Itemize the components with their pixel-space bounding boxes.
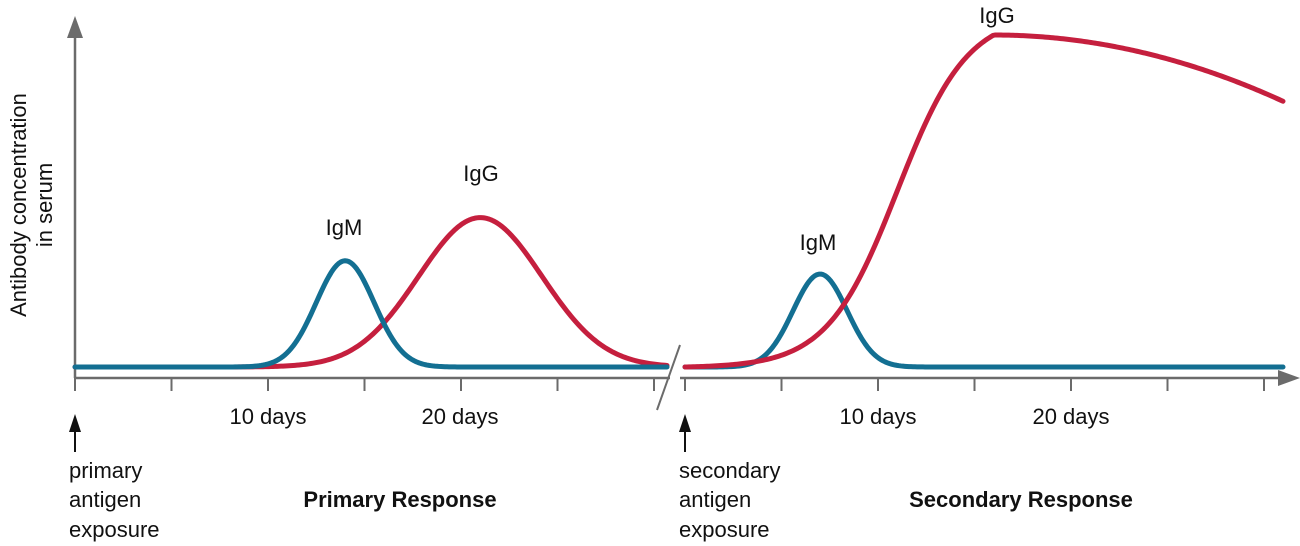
- tick-label-secondary-10: 10 days: [839, 404, 916, 429]
- secondary-response-title: Secondary Response: [909, 487, 1133, 512]
- primary-exposure-line3: exposure: [69, 517, 160, 542]
- series-line-secondary-igm: [682, 271, 1286, 370]
- primary-exposure-arrow: [69, 414, 81, 452]
- label-secondary-igg: IgG: [979, 3, 1014, 28]
- ticks-primary: [74, 378, 655, 391]
- series-line-secondary-igg: [682, 32, 1286, 370]
- label-primary-igm: IgM: [326, 215, 363, 240]
- tick-label-secondary-20: 20 days: [1032, 404, 1109, 429]
- y-axis-label-line2: in serum: [32, 163, 57, 247]
- tick-label-primary-10: 10 days: [229, 404, 306, 429]
- tick-label-primary-20: 20 days: [421, 404, 498, 429]
- label-primary-igg: IgG: [463, 161, 498, 186]
- y-axis-label: Antibody concentration in serum: [6, 93, 57, 317]
- primary-exposure-line1: primary: [69, 458, 142, 483]
- secondary-exposure-line3: exposure: [679, 517, 770, 542]
- x-axis-arrowhead: [1278, 370, 1300, 386]
- primary-response-title: Primary Response: [303, 487, 496, 512]
- primary-exposure-line2: antigen: [69, 487, 141, 512]
- label-secondary-igm: IgM: [800, 230, 837, 255]
- ticks-secondary: [684, 378, 1265, 391]
- secondary-exposure-line2: antigen: [679, 487, 751, 512]
- y-axis-label-line1: Antibody concentration: [6, 93, 31, 317]
- axis-break: [656, 344, 681, 411]
- y-axis-arrowhead: [67, 16, 83, 38]
- series-line-primary-igm: [72, 258, 670, 370]
- secondary-exposure-line1: secondary: [679, 458, 781, 483]
- secondary-exposure-arrow: [679, 414, 691, 452]
